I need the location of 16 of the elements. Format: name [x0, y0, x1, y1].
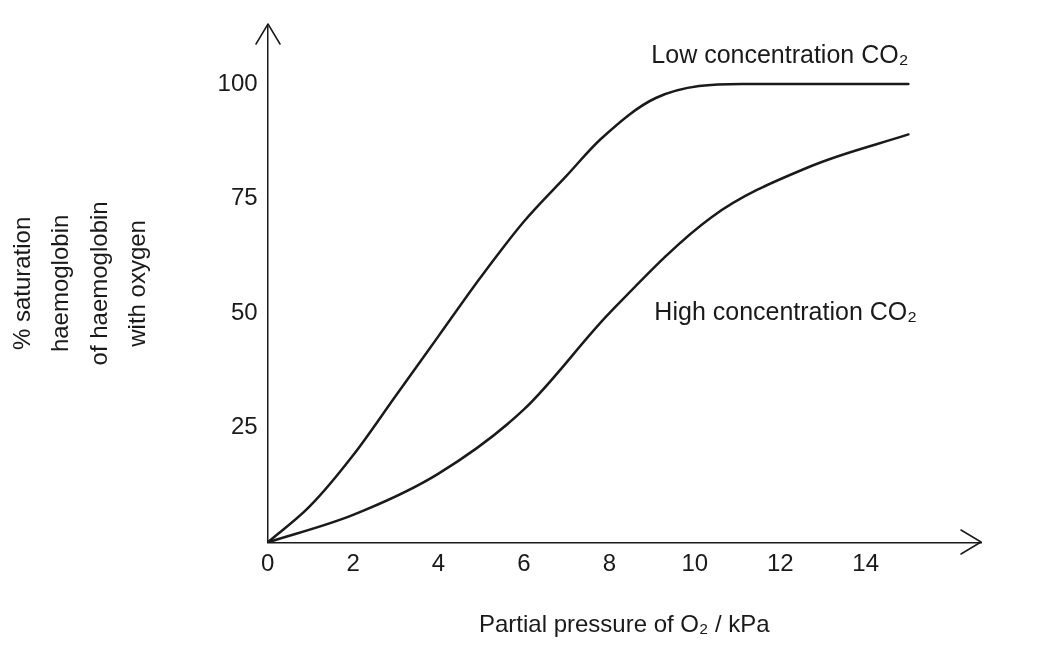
- x-tick-label: 4: [431, 549, 446, 577]
- y-tick-label: 75: [230, 183, 258, 211]
- y-axis-title: % saturation haemoglobin of haemoglobin with oxygen: [7, 201, 151, 366]
- y-tick-label: 50: [230, 297, 258, 325]
- x-tick-label: 0: [260, 549, 275, 577]
- x-tick-label: 14: [852, 549, 880, 577]
- x-tick-label: 12: [766, 549, 794, 577]
- x-tick-label: 10: [681, 549, 709, 577]
- y-tick-label: 25: [230, 412, 258, 440]
- x-axis-title: Partial pressure of O₂ / kPa: [478, 610, 771, 638]
- x-tick-label: 8: [602, 549, 617, 577]
- series-label: Low concentration CO₂: [651, 39, 909, 68]
- y-tick-label: 100: [217, 68, 258, 96]
- x-tick-label: 6: [517, 549, 531, 577]
- series-label: High concentration CO₂: [654, 297, 917, 326]
- x-tick-label: 2: [346, 549, 360, 577]
